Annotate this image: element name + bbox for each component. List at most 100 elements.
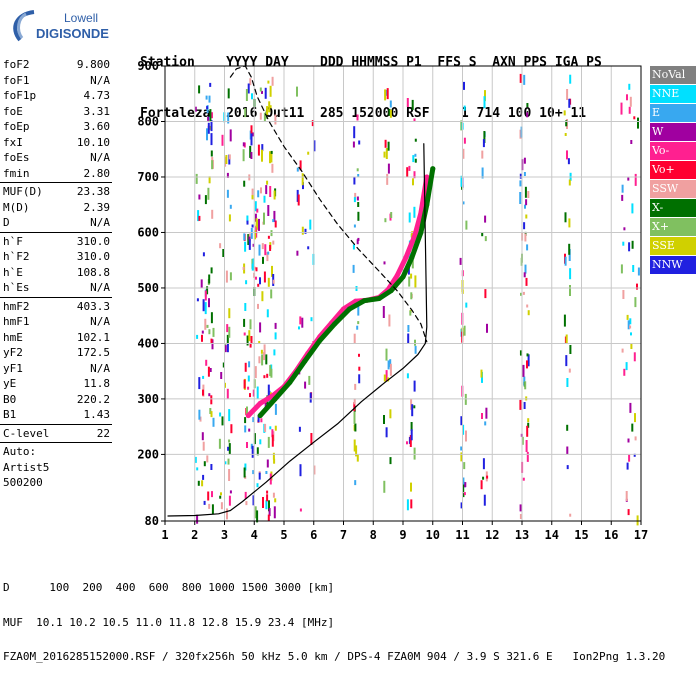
echo-point bbox=[263, 344, 266, 355]
echo-point bbox=[204, 290, 207, 301]
echo-point bbox=[243, 233, 246, 241]
param-row: foF2 9.800 bbox=[0, 57, 112, 73]
echo-point bbox=[254, 230, 257, 240]
echo-point bbox=[249, 343, 252, 348]
echo-point bbox=[269, 426, 272, 430]
echo-point bbox=[633, 453, 636, 457]
echo-point bbox=[219, 495, 222, 499]
echo-point bbox=[274, 220, 277, 228]
echo-point bbox=[620, 102, 623, 115]
echo-point bbox=[389, 363, 392, 376]
echo-point bbox=[259, 277, 261, 285]
echo-point bbox=[228, 214, 231, 222]
echo-point bbox=[382, 306, 385, 318]
echo-point bbox=[198, 409, 201, 420]
echo-point bbox=[564, 212, 567, 223]
y-tick-label: 700 bbox=[137, 170, 159, 184]
ionogram-footer: D 100 200 400 600 800 1000 1500 3000 [km… bbox=[3, 559, 665, 674]
echo-point bbox=[198, 85, 201, 94]
param-row: h`F2 310.0 bbox=[0, 249, 112, 265]
param-value: 11.8 bbox=[83, 377, 111, 390]
echo-point bbox=[270, 368, 273, 378]
echo-point bbox=[226, 388, 229, 399]
echo-point bbox=[229, 129, 232, 142]
echo-point bbox=[568, 98, 571, 108]
echo-point bbox=[626, 314, 629, 320]
digisonde-logo: Lowell DIGISONDE bbox=[4, 6, 134, 46]
param-value: N/A bbox=[90, 315, 110, 328]
echo-point bbox=[637, 267, 640, 276]
echo-point bbox=[567, 158, 570, 165]
echo-point bbox=[356, 168, 359, 172]
y-tick-label: 600 bbox=[137, 225, 159, 239]
echo-point bbox=[387, 141, 390, 151]
echo-point bbox=[627, 320, 630, 330]
echo-point bbox=[357, 211, 360, 221]
echo-point bbox=[210, 464, 213, 470]
echo-point bbox=[357, 321, 360, 325]
echo-point bbox=[250, 227, 253, 239]
echo-point bbox=[243, 318, 246, 327]
echo-point bbox=[254, 213, 257, 222]
echo-point bbox=[246, 335, 249, 346]
echo-point bbox=[353, 197, 356, 203]
echo-point bbox=[353, 398, 356, 405]
echo-point bbox=[267, 205, 270, 216]
echo-point bbox=[631, 203, 634, 214]
param-name: hmE bbox=[3, 330, 23, 344]
echo-point bbox=[463, 137, 466, 144]
echo-point bbox=[245, 89, 248, 101]
series-point bbox=[424, 174, 430, 180]
echo-point bbox=[226, 324, 229, 333]
echo-point bbox=[259, 439, 262, 445]
echo-point bbox=[563, 110, 566, 116]
echo-point bbox=[271, 429, 274, 438]
echo-point bbox=[224, 345, 227, 353]
echo-point bbox=[483, 96, 486, 109]
echo-point bbox=[229, 204, 232, 209]
echo-point bbox=[482, 139, 485, 148]
series-point bbox=[409, 254, 415, 260]
echo-point bbox=[357, 202, 360, 207]
param-name: foF1p bbox=[3, 89, 37, 102]
echo-point bbox=[201, 334, 203, 342]
echo-point bbox=[268, 508, 271, 517]
echo-point bbox=[519, 73, 522, 83]
echo-point bbox=[247, 386, 250, 390]
echo-point bbox=[524, 233, 527, 242]
echo-point bbox=[260, 418, 263, 423]
echo-point bbox=[566, 446, 569, 455]
echo-point bbox=[226, 508, 228, 520]
echo-point bbox=[266, 373, 269, 378]
param-value: 1.43 bbox=[83, 408, 111, 421]
echo-point bbox=[261, 90, 263, 94]
echo-point bbox=[248, 428, 251, 432]
echo-point bbox=[221, 416, 224, 426]
logo-graphic: Lowell DIGISONDE bbox=[13, 10, 109, 42]
echo-point bbox=[242, 266, 245, 270]
echo-point bbox=[251, 224, 254, 228]
echo-point bbox=[459, 257, 462, 265]
clevel-name: C-level bbox=[3, 426, 50, 440]
echo-point bbox=[628, 83, 631, 90]
x-tick-label: 15 bbox=[574, 528, 588, 542]
param-name: D bbox=[3, 216, 10, 229]
echo-point bbox=[273, 190, 276, 200]
echo-point bbox=[525, 396, 528, 401]
echo-point bbox=[313, 140, 316, 152]
legend-item-nnw: NNW bbox=[650, 256, 696, 274]
series-point bbox=[347, 306, 352, 312]
echo-point bbox=[228, 326, 231, 338]
echo-point bbox=[384, 139, 387, 148]
echo-point bbox=[257, 303, 259, 309]
series-point bbox=[424, 202, 430, 208]
logo-arc-inner-icon bbox=[17, 12, 27, 39]
series-point bbox=[418, 230, 424, 235]
echo-point bbox=[389, 409, 392, 419]
echo-point bbox=[261, 149, 263, 162]
param-separator bbox=[0, 442, 112, 443]
echo-point bbox=[414, 345, 417, 354]
series-point bbox=[245, 413, 251, 419]
echo-point bbox=[210, 395, 213, 405]
series-point bbox=[376, 296, 382, 301]
